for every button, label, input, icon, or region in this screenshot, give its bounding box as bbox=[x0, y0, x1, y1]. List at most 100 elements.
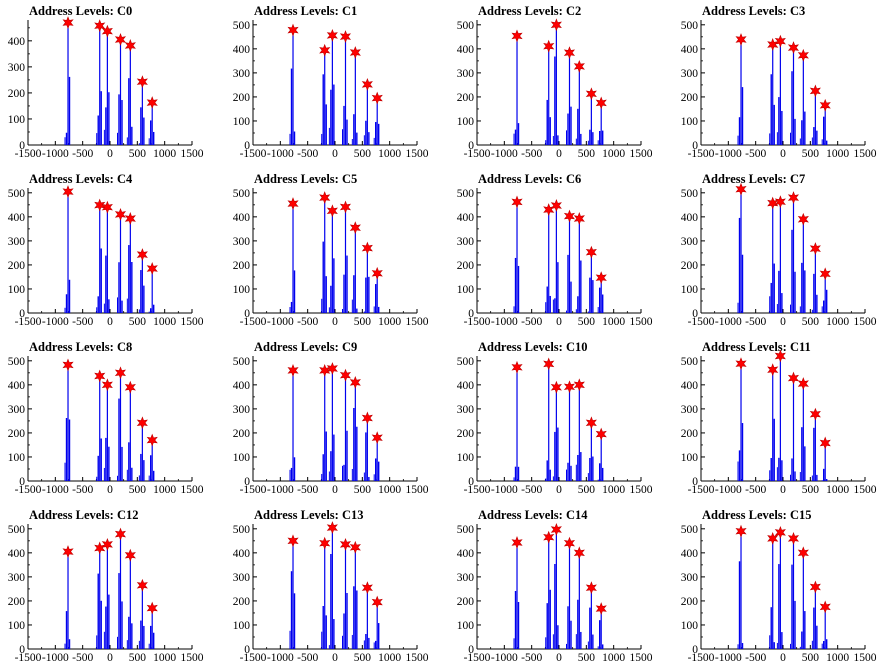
y-tick-label: 500 bbox=[233, 20, 251, 32]
y-tick-label: 0 bbox=[244, 644, 250, 656]
x-tick-label: 500 bbox=[129, 316, 147, 328]
chart-title: Address Levels: C3 bbox=[702, 4, 805, 18]
x-tick-label: -1500 bbox=[688, 652, 715, 664]
peak-marker bbox=[94, 19, 106, 33]
y-tick-label: 0 bbox=[244, 140, 250, 152]
peak-marker bbox=[146, 433, 158, 447]
peak-marker bbox=[809, 242, 821, 256]
x-tick-label: -500 bbox=[72, 148, 93, 160]
peak-marker bbox=[319, 536, 331, 550]
peak-marker bbox=[809, 580, 821, 594]
peak-marker bbox=[511, 536, 523, 549]
y-tick-label: 100 bbox=[8, 620, 26, 632]
peak-marker bbox=[573, 59, 585, 73]
y-tick-label: 300 bbox=[681, 404, 699, 416]
x-tick-label: -500 bbox=[745, 316, 766, 328]
chart-panel: Address Levels: C15 0 100 200 300 400 500 -1500… bbox=[681, 508, 877, 664]
y-tick-label: 500 bbox=[8, 524, 26, 536]
x-tick-label: 1000 bbox=[826, 652, 849, 664]
peak-marker bbox=[349, 540, 361, 554]
y-tick-label: 500 bbox=[8, 188, 26, 200]
chart-title: Address Levels: C15 bbox=[702, 508, 812, 522]
y-tick-label: 400 bbox=[8, 380, 26, 392]
peak-marker bbox=[62, 358, 74, 372]
peak-marker bbox=[585, 416, 597, 430]
x-tick-label: 1000 bbox=[378, 148, 401, 160]
y-tick-label: 200 bbox=[457, 596, 475, 608]
peak-marker bbox=[585, 245, 597, 259]
peak-marker bbox=[319, 43, 331, 57]
x-tick-label: 0 bbox=[107, 652, 113, 664]
peak-marker bbox=[371, 266, 383, 280]
x-tick-label: -500 bbox=[745, 484, 766, 496]
y-tick-label: 100 bbox=[681, 116, 699, 128]
peak-marker bbox=[124, 548, 136, 562]
x-tick-label: -1000 bbox=[42, 652, 69, 664]
x-tick-label: -500 bbox=[72, 484, 93, 496]
x-tick-label: -1500 bbox=[688, 316, 715, 328]
peak-marker bbox=[563, 380, 576, 394]
y-tick-label: 200 bbox=[8, 260, 26, 272]
x-tick-label: -1500 bbox=[464, 316, 491, 328]
y-tick-label: 100 bbox=[681, 284, 699, 296]
x-tick-label: 1500 bbox=[854, 148, 877, 160]
chart-title: Address Levels: C0 bbox=[29, 4, 132, 18]
x-tick-label: 0 bbox=[556, 316, 562, 328]
peak-marker bbox=[361, 77, 373, 91]
x-tick-label: 500 bbox=[802, 148, 820, 160]
y-tick-label: 300 bbox=[233, 68, 251, 80]
y-tick-label: 300 bbox=[681, 68, 699, 80]
x-tick-label: -500 bbox=[297, 484, 318, 496]
chart-panel: Address Levels: C70100200300400500-1500-… bbox=[681, 172, 877, 328]
x-tick-label: 1500 bbox=[630, 652, 653, 664]
y-tick-label: 100 bbox=[8, 284, 26, 296]
peak-marker bbox=[797, 48, 809, 62]
peak-marker bbox=[550, 523, 562, 536]
peak-marker bbox=[819, 98, 831, 112]
x-tick-label: 1000 bbox=[826, 484, 849, 496]
x-tick-label: 1500 bbox=[854, 484, 877, 496]
chart-panel: Address Levels: C40100200300400500-1500-… bbox=[8, 172, 204, 328]
y-tick-label: 200 bbox=[681, 92, 699, 104]
x-tick-label: -500 bbox=[72, 652, 93, 664]
y-tick-label: 100 bbox=[681, 452, 699, 464]
peak-marker bbox=[767, 363, 779, 377]
peak-marker bbox=[146, 96, 158, 110]
x-tick-label: 0 bbox=[107, 148, 113, 160]
peak-marker bbox=[319, 191, 331, 205]
y-tick-label: 0 bbox=[468, 644, 474, 656]
y-tick-label: 500 bbox=[457, 188, 475, 200]
peak-marker bbox=[136, 75, 148, 89]
x-tick-label: -500 bbox=[521, 316, 542, 328]
x-tick-label: -1000 bbox=[491, 316, 518, 328]
x-tick-label: -1500 bbox=[15, 484, 42, 496]
y-tick-label: 0 bbox=[19, 476, 25, 488]
y-tick-label: 200 bbox=[233, 428, 251, 440]
peak-marker bbox=[136, 416, 148, 430]
y-tick-label: 100 bbox=[233, 116, 251, 128]
x-tick-label: 0 bbox=[332, 148, 338, 160]
peak-marker bbox=[101, 200, 113, 214]
chart-title: Address Levels: C4 bbox=[29, 172, 133, 186]
y-tick-label: 100 bbox=[457, 116, 475, 128]
chart-title: Address Levels: C2 bbox=[478, 4, 581, 18]
peak-marker bbox=[361, 241, 373, 255]
peak-marker bbox=[326, 204, 338, 218]
chart-title: Address Levels: C11 bbox=[702, 340, 811, 354]
x-tick-label: 1500 bbox=[854, 652, 877, 664]
peak-marker bbox=[326, 521, 338, 535]
x-tick-label: 500 bbox=[578, 316, 596, 328]
peak-marker bbox=[595, 271, 607, 285]
peak-marker bbox=[543, 530, 555, 544]
peak-marker bbox=[819, 436, 831, 450]
peak-marker bbox=[774, 349, 786, 363]
peak-marker bbox=[819, 267, 831, 281]
chart-panel: Address Levels: C13 0 100 200 300 400 500 -1500… bbox=[233, 508, 429, 664]
y-tick-label: 200 bbox=[233, 92, 251, 104]
chart-panel: Address Levels: C20100200300400500-1500-… bbox=[457, 4, 653, 160]
x-tick-label: 1000 bbox=[378, 652, 401, 664]
y-tick-label: 100 bbox=[233, 452, 251, 464]
x-tick-label: 500 bbox=[354, 148, 372, 160]
chart-title: Address Levels: C5 bbox=[254, 172, 357, 186]
y-tick-label: 0 bbox=[468, 140, 474, 152]
